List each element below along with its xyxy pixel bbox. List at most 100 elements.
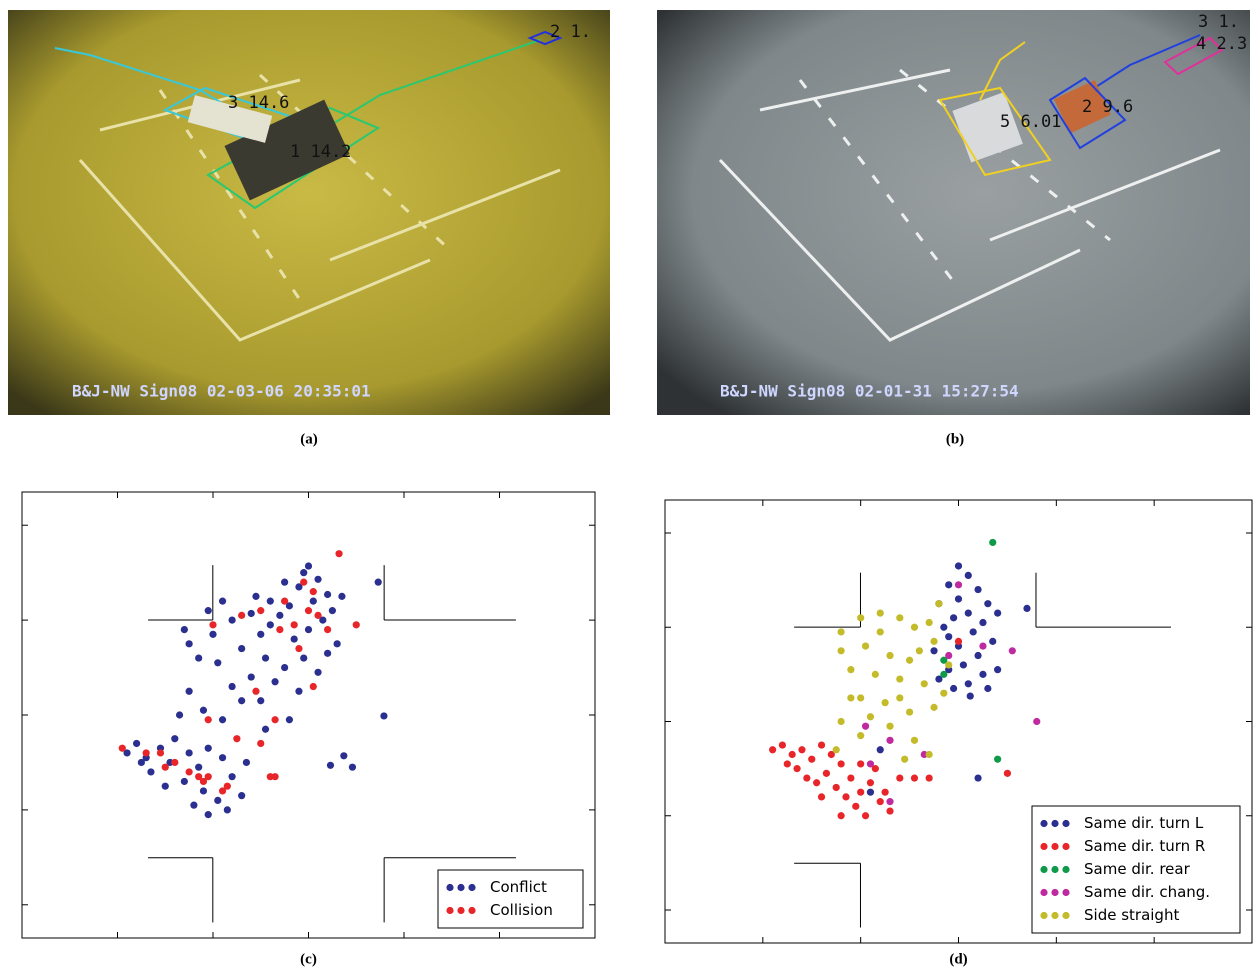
- overlay-label: 3 14.6: [228, 93, 289, 113]
- caption: (d): [949, 951, 967, 967]
- scatter-point: [965, 680, 972, 687]
- scatter-point: [940, 690, 947, 697]
- overlay-label: 4 2.3: [1196, 34, 1247, 54]
- legend-marker: [446, 884, 453, 891]
- scatter-point: [940, 671, 947, 678]
- scatter-point: [291, 635, 298, 642]
- scatter-point: [219, 754, 226, 761]
- scatter-chart: Same dir. turn LSame dir. turn RSame dir…: [665, 500, 1252, 967]
- legend-marker: [1040, 912, 1047, 919]
- caption: (c): [300, 951, 317, 967]
- scatter-point: [335, 550, 342, 557]
- scatter-point: [281, 579, 288, 586]
- scatter-point: [209, 621, 216, 628]
- overlay-label: 2 9.6: [1082, 97, 1133, 117]
- scatter-point: [967, 692, 974, 699]
- overlay-label: 2 1.: [550, 22, 591, 42]
- scatter-point: [877, 746, 884, 753]
- scatter-point: [314, 576, 321, 583]
- scatter-point: [930, 647, 937, 654]
- scatter-point: [1004, 770, 1011, 777]
- scatter-point: [872, 671, 879, 678]
- scatter-point: [994, 666, 1001, 673]
- scatter-point: [243, 759, 250, 766]
- scatter-point: [886, 737, 893, 744]
- scatter-point: [974, 586, 981, 593]
- scatter-point: [138, 759, 145, 766]
- scatter-point: [324, 626, 331, 633]
- scatter-point: [877, 798, 884, 805]
- scatter-point: [945, 581, 952, 588]
- scatter-point: [955, 562, 962, 569]
- scatter-point: [214, 797, 221, 804]
- scatter-point: [238, 612, 245, 619]
- scatter-point: [257, 607, 264, 614]
- scatter-point: [314, 612, 321, 619]
- legend-marker: [1051, 843, 1058, 850]
- legend-label: Same dir. turn L: [1084, 814, 1204, 832]
- scatter-point: [271, 678, 278, 685]
- scatter-point: [190, 802, 197, 809]
- scatter-point: [238, 645, 245, 652]
- scatter-point: [327, 762, 334, 769]
- scatter-point: [862, 642, 869, 649]
- scatter-point: [375, 579, 382, 586]
- scatter-chart: ConflictCollision(c): [22, 492, 595, 967]
- scatter-point: [784, 760, 791, 767]
- scatter-point: [271, 716, 278, 723]
- scatter-point: [960, 661, 967, 668]
- scatter-point: [229, 773, 236, 780]
- scatter-point: [911, 774, 918, 781]
- legend-marker: [1051, 912, 1058, 919]
- scatter-point: [205, 811, 212, 818]
- scatter-point: [838, 760, 845, 767]
- legend-marker: [1040, 889, 1047, 896]
- scatter-point: [310, 683, 317, 690]
- scatter-point: [1009, 647, 1016, 654]
- photo-background: [657, 10, 1250, 415]
- scatter-point: [248, 673, 255, 680]
- scatter-point: [867, 760, 874, 767]
- scatter-point: [219, 716, 226, 723]
- scatter-point: [257, 740, 264, 747]
- scatter-point: [930, 704, 937, 711]
- legend-marker: [1040, 866, 1047, 873]
- scatter-point: [886, 807, 893, 814]
- scatter-point: [200, 707, 207, 714]
- scatter-point: [162, 783, 169, 790]
- scatter-point: [945, 652, 952, 659]
- scatter-point: [147, 768, 154, 775]
- legend-marker: [457, 907, 464, 914]
- scatter-point: [896, 614, 903, 621]
- scatter-point: [847, 666, 854, 673]
- caption: (b): [946, 431, 964, 447]
- scatter-point: [310, 598, 317, 605]
- scatter-point: [955, 581, 962, 588]
- scatter-point: [994, 756, 1001, 763]
- scatter-point: [877, 610, 884, 617]
- scatter-point: [305, 562, 312, 569]
- scatter-point: [300, 569, 307, 576]
- scatter-point: [186, 640, 193, 647]
- scatter-point: [171, 735, 178, 742]
- scatter-point: [979, 642, 986, 649]
- scatter-point: [314, 669, 321, 676]
- legend-marker: [1062, 866, 1069, 873]
- scatter-point: [143, 749, 150, 756]
- overlay-label: 1 14.2: [290, 142, 351, 162]
- figure: 3 14.6 1 14.2 2 1. B&J-NW Sign08 02-03-0…: [0, 0, 1254, 975]
- scatter-point: [779, 741, 786, 748]
- scatter-point: [965, 610, 972, 617]
- legend-marker: [1051, 889, 1058, 896]
- scatter-point: [324, 591, 331, 598]
- scatter-point: [838, 718, 845, 725]
- scatter-point: [133, 740, 140, 747]
- scatter-point: [940, 624, 947, 631]
- scatter-point: [974, 652, 981, 659]
- scatter-point: [911, 624, 918, 631]
- photo-b: 3 1. 4 2.3 5 6.01 2 9.6 B&J-NW Sign08 02…: [657, 10, 1250, 447]
- scatter-point: [195, 764, 202, 771]
- scatter-point: [267, 621, 274, 628]
- scatter-point: [205, 716, 212, 723]
- legend-label: Collision: [490, 901, 553, 919]
